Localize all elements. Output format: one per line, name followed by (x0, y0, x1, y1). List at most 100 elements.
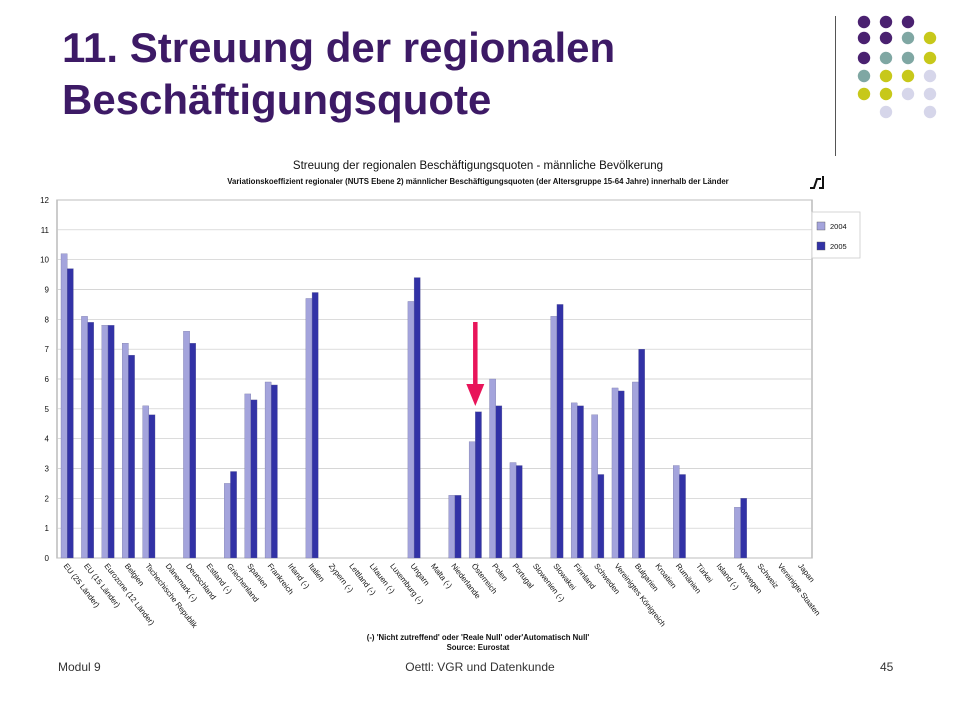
bar-2005 (148, 414, 156, 559)
bar-2005 (189, 343, 196, 559)
bar-2004 (509, 462, 517, 559)
bar-2004 (264, 381, 272, 559)
bar-2005 (128, 354, 135, 559)
grid-lines (57, 199, 812, 559)
decorative-dot (879, 69, 893, 83)
bar-2005 (556, 304, 564, 559)
bar-2004 (224, 483, 231, 559)
decorative-dot (879, 51, 893, 65)
y-tick-label: 3 (45, 465, 50, 474)
y-tick-label: 0 (45, 554, 50, 563)
legend-swatch (816, 221, 826, 231)
bar-2004 (734, 507, 741, 559)
bar-2004 (632, 381, 639, 559)
bar-2005 (495, 405, 503, 559)
footer-module: Modul 9 (58, 660, 101, 674)
decorative-dot (901, 69, 915, 83)
bar-2004 (244, 393, 252, 559)
decorative-dot (857, 31, 871, 45)
chart-title: Streuung der regionalen Beschäftigungsqu… (293, 160, 663, 172)
decorative-dot (857, 15, 871, 29)
bar-chart: Streuung der regionalen Beschäftigungsqu… (40, 160, 861, 652)
y-tick-label: 6 (45, 375, 50, 384)
decorative-dot (879, 31, 893, 45)
bar-2005 (577, 405, 584, 559)
bar-2004 (570, 402, 578, 559)
y-tick-label: 8 (45, 315, 50, 324)
bar-2004 (489, 378, 496, 559)
bar-2005 (617, 390, 625, 559)
bar-2004 (673, 465, 680, 559)
decorative-dot (857, 69, 871, 83)
decorative-dot (923, 105, 937, 119)
export-icon[interactable] (808, 175, 828, 189)
bar-2005 (740, 498, 747, 559)
decorative-dot (879, 15, 893, 29)
decorative-dot (901, 87, 915, 101)
bar-2005 (311, 292, 319, 559)
y-tick-label: 2 (45, 494, 50, 503)
decorative-dot (857, 51, 871, 65)
bar-2004 (407, 301, 415, 559)
y-tick-label: 9 (45, 286, 50, 295)
y-tick-label: 5 (45, 405, 50, 414)
legend-label: 2005 (830, 242, 847, 251)
x-tick-label: Japan (796, 562, 816, 584)
footer-page-number: 45 (880, 660, 894, 674)
decorative-dot (857, 87, 871, 101)
bar-2004 (591, 414, 598, 559)
footer-author: Oettl: VGR und Datenkunde (405, 660, 555, 674)
bar-2005 (87, 322, 94, 559)
decorative-dot (901, 15, 915, 29)
decorative-dot (901, 31, 915, 45)
decorative-dot (923, 87, 937, 101)
bar-2005 (638, 349, 645, 559)
bar-2005 (475, 411, 482, 559)
bar-2005 (515, 465, 523, 559)
bar-2004 (81, 316, 88, 559)
x-tick-label: Italien (306, 562, 326, 584)
bar-2005 (597, 474, 605, 559)
bars (60, 253, 747, 559)
legend-box (811, 211, 861, 259)
decorative-dot (879, 87, 893, 101)
decorative-dot (923, 51, 937, 65)
decorative-divider (835, 16, 836, 156)
bar-2005 (679, 474, 686, 559)
x-tick-label: Polen (490, 562, 509, 583)
slide-title-line2: Beschäftigungsquote (62, 76, 492, 123)
bar-2004 (183, 331, 190, 559)
slide-title-line1: 11. Streuung der regionalen (62, 24, 616, 71)
y-tick-label: 11 (41, 226, 50, 235)
y-tick-label: 4 (45, 435, 50, 444)
y-tick-label: 10 (40, 256, 49, 265)
x-axis-labels: EU (25 Länder)EU (15 Länder)Eurozone (12… (62, 562, 823, 630)
bar-2004 (468, 441, 476, 559)
chart-subtitle: Variationskoeffizient regionaler (NUTS E… (227, 177, 728, 186)
bar-2004 (142, 405, 149, 559)
bar-2005 (271, 384, 278, 559)
bar-2005 (230, 471, 237, 559)
decorative-dot (923, 69, 937, 83)
highlight-arrow (466, 322, 485, 406)
chart-source: Source: Eurostat (447, 643, 510, 652)
y-tick-label: 7 (45, 345, 50, 354)
decorative-dot (901, 51, 915, 65)
bar-2005 (454, 495, 462, 559)
bar-2004 (122, 343, 129, 559)
bar-2005 (107, 325, 115, 559)
bar-2004 (305, 298, 313, 559)
decorative-dot (923, 31, 937, 45)
decorative-dot (879, 105, 893, 119)
bar-2004 (101, 325, 109, 559)
legend-swatch (816, 241, 826, 251)
bar-2005 (67, 268, 74, 559)
legend-label: 2004 (830, 222, 847, 231)
legend: 2004 2005 (816, 221, 847, 251)
bar-2005 (250, 399, 258, 559)
bar-2004 (611, 387, 619, 559)
bar-2004 (550, 316, 558, 559)
slide-title: 11. Streuung der regionalen Beschäftigun… (62, 22, 802, 126)
bar-2004 (448, 495, 456, 559)
